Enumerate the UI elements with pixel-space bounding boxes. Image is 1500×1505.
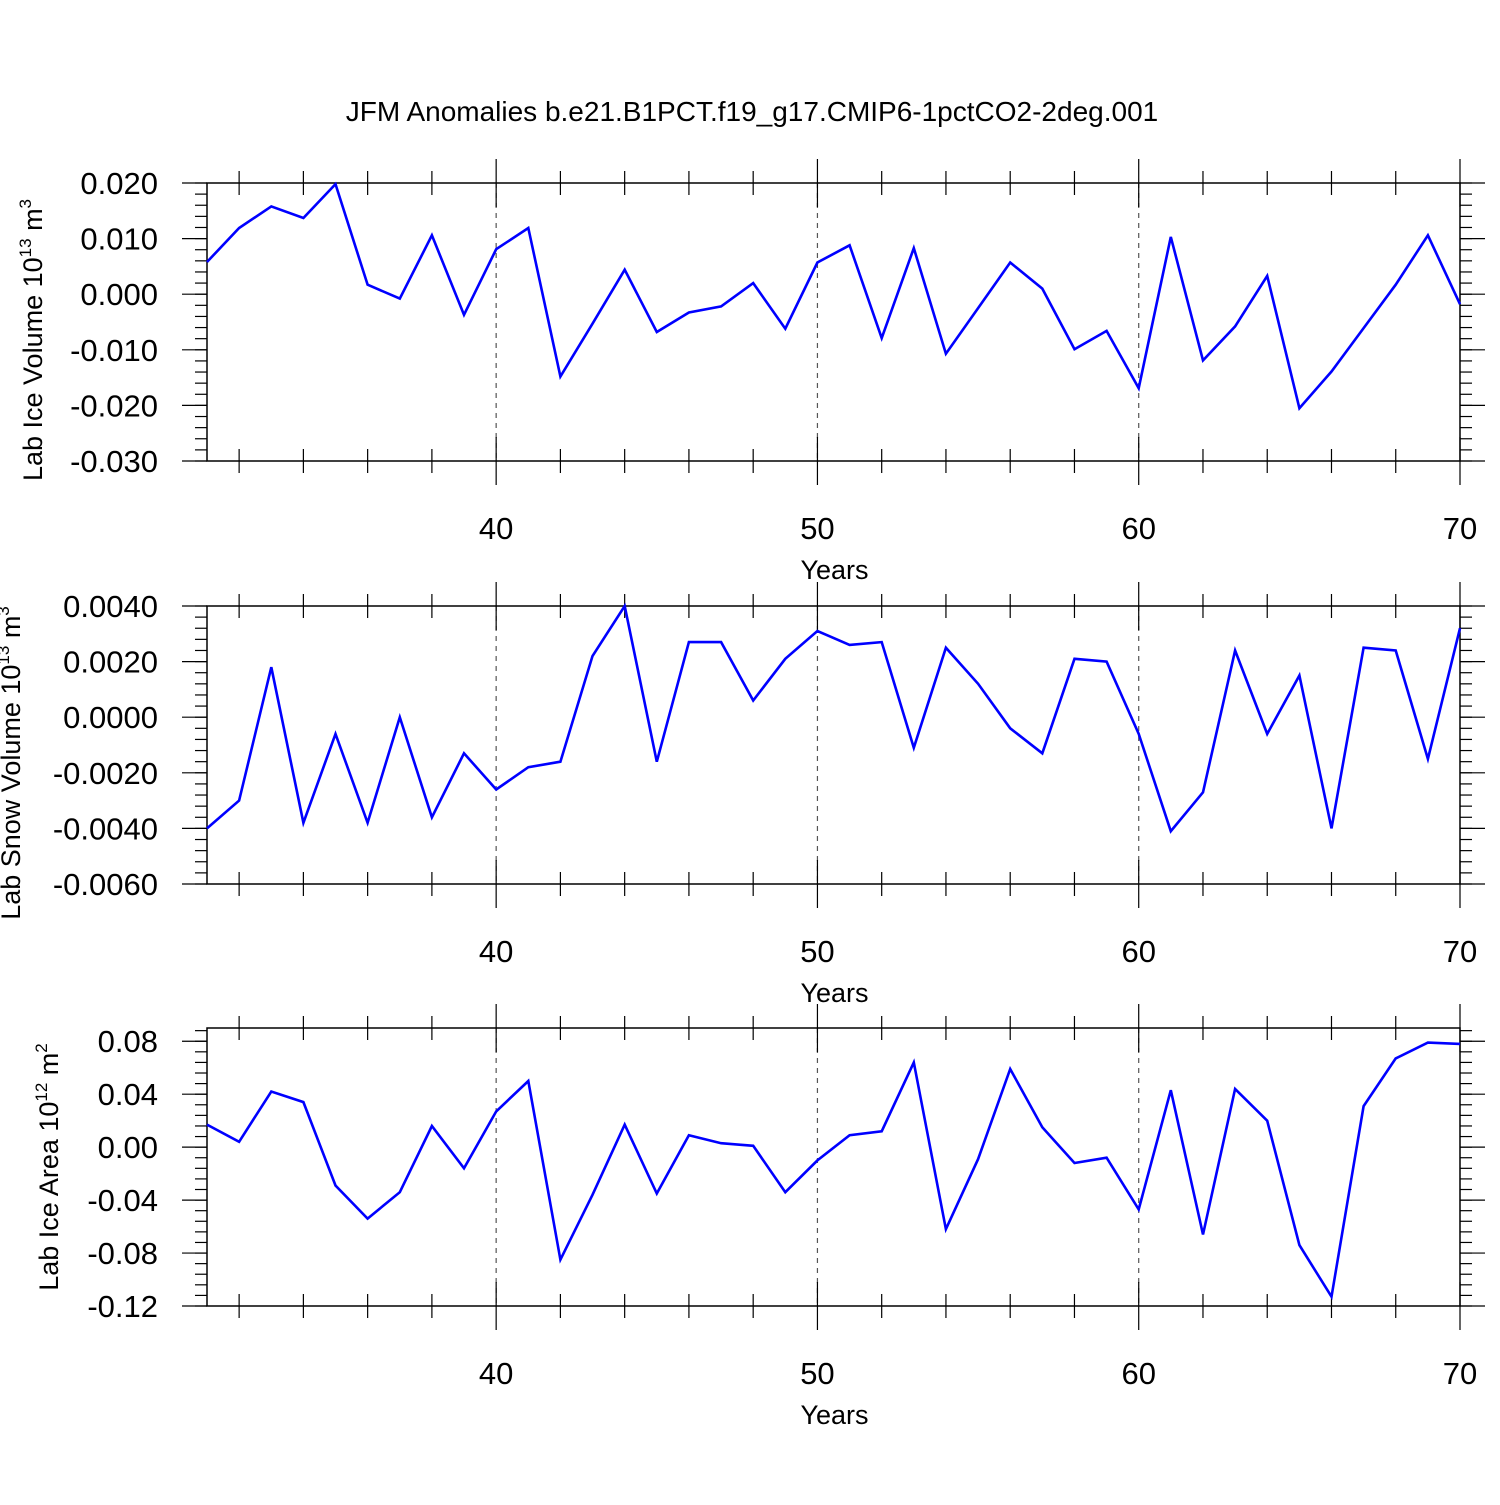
y-tick-label: 0.00 — [98, 1130, 158, 1165]
y-tick-label: 0.08 — [98, 1024, 158, 1059]
x-tick-label: 50 — [800, 1356, 834, 1391]
plot-frame — [206, 605, 1461, 885]
plot-frame — [206, 1027, 1461, 1307]
x-tick-label: 40 — [479, 511, 513, 546]
y-axis-title: Lab Ice Volume 1013 m3 — [16, 199, 48, 481]
series-line — [206, 181, 1462, 411]
x-tick-label: 60 — [1121, 934, 1155, 969]
x-tick-label: 50 — [800, 511, 834, 546]
y-tick-label: 0.000 — [80, 277, 158, 312]
x-tick-label: 70 — [1443, 511, 1477, 546]
chart-panel-1: 0.020 0.010 0.000 -0.010 -0.020 -0.030 40 50 60 7… — [16, 159, 1485, 585]
y-tick-label: -0.0020 — [53, 756, 158, 791]
x-tick-label: 40 — [479, 1356, 513, 1391]
y-tick-label: 0.020 — [80, 166, 158, 201]
y-tick-label: 0.04 — [98, 1077, 158, 1112]
plot-frame — [206, 182, 1461, 462]
y-tick-label: 0.0020 — [63, 645, 158, 680]
x-axis-title: Years — [800, 1400, 868, 1430]
y-tick-label: -0.020 — [70, 388, 158, 423]
x-tick-label: 60 — [1121, 1356, 1155, 1391]
series-line — [206, 602, 1462, 834]
x-tick-label: 60 — [1121, 511, 1155, 546]
figure-title: JFM Anomalies b.e21.B1PCT.f19_g17.CMIP6-… — [346, 96, 1158, 127]
y-tick-label: -0.12 — [87, 1289, 158, 1324]
series-line — [206, 1041, 1461, 1301]
y-axis-title: Lab Ice Area 1012 m2 — [32, 1043, 64, 1291]
x-axis-title: Years — [800, 555, 868, 585]
y-tick-label: -0.010 — [70, 333, 158, 368]
y-tick-label: 0.0040 — [63, 589, 158, 624]
chart-panel-3: 0.08 0.04 0.00 -0.04 -0.08 -0.12 40 50 60 70 Years… — [32, 1004, 1485, 1430]
y-tick-label: -0.0060 — [53, 867, 158, 902]
y-tick-label: 0.010 — [80, 222, 158, 257]
y-tick-label: -0.04 — [87, 1183, 158, 1218]
y-tick-label: 0.0000 — [63, 700, 158, 735]
x-tick-label: 70 — [1443, 1356, 1477, 1391]
x-tick-label: 50 — [800, 934, 834, 969]
x-tick-label: 70 — [1443, 934, 1477, 969]
y-axis-title: Lab Snow Volume 1013 m3 — [0, 606, 26, 920]
chart-panel-2: 0.0040 0.0020 0.0000 -0.0020 -0.0040 -0.0060 4… — [0, 582, 1485, 1008]
y-tick-label: -0.08 — [87, 1236, 158, 1271]
y-tick-label: -0.0040 — [53, 811, 158, 846]
x-axis-title: Years — [800, 978, 868, 1008]
y-tick-label: -0.030 — [70, 444, 158, 479]
x-tick-label: 40 — [479, 934, 513, 969]
